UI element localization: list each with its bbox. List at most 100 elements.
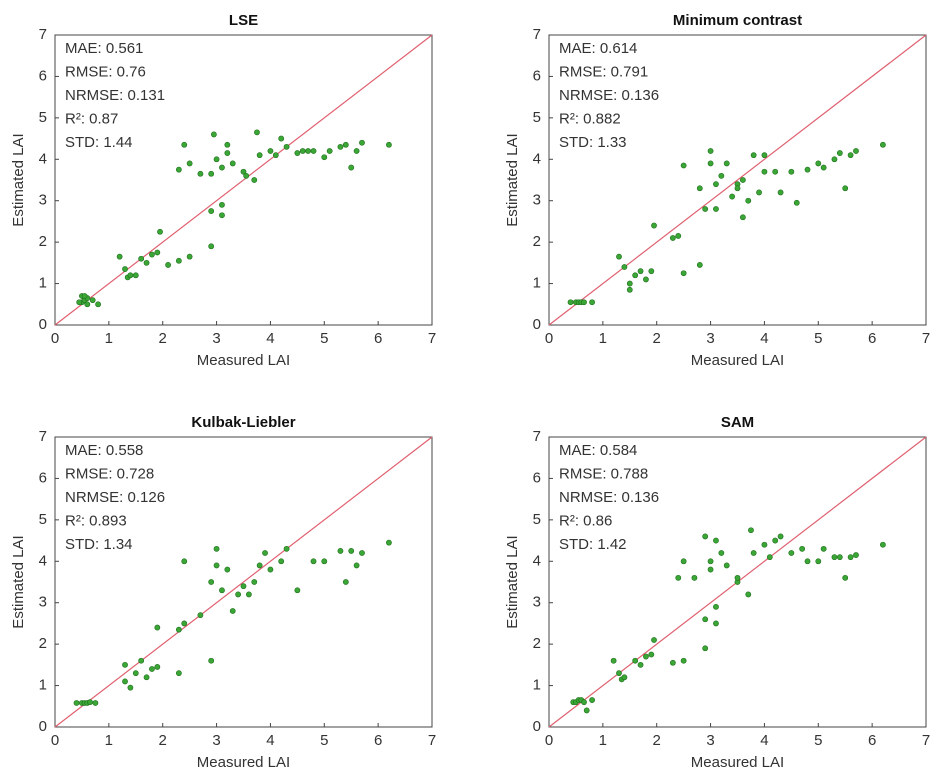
data-point xyxy=(696,185,703,192)
x-tick-label: 5 xyxy=(814,330,822,347)
data-point xyxy=(224,566,231,573)
chart-title: LSE xyxy=(229,12,258,29)
data-point xyxy=(84,301,91,308)
plot-frame xyxy=(54,436,433,728)
y-tick-label: 7 xyxy=(533,26,541,43)
data-point xyxy=(81,293,88,299)
data-point xyxy=(815,558,822,565)
data-point xyxy=(804,166,811,173)
data-point xyxy=(181,620,188,627)
data-point xyxy=(224,141,231,148)
chart-title: Minimum contrast xyxy=(673,12,802,29)
data-point xyxy=(283,143,290,150)
stat-annotation: STD: 1.42 xyxy=(559,536,627,553)
x-tick-label: 0 xyxy=(51,330,59,347)
data-point xyxy=(626,280,633,287)
data-point xyxy=(669,659,676,666)
x-tick-label: 4 xyxy=(760,330,768,347)
data-point xyxy=(181,558,188,565)
data-point xyxy=(359,550,365,556)
stat-annotation: STD: 1.34 xyxy=(65,536,133,553)
x-tick-label: 1 xyxy=(599,330,607,347)
stat-annotation: MAE: 0.584 xyxy=(559,442,637,459)
data-point xyxy=(224,150,231,156)
y-axis-label: Estimated LAI xyxy=(504,535,521,628)
data-point xyxy=(342,579,349,585)
stat-annotation: R²: 0.86 xyxy=(559,512,612,529)
data-point xyxy=(138,657,145,664)
data-point xyxy=(748,527,754,534)
x-tick-label: 7 xyxy=(922,330,930,347)
plot-frame xyxy=(54,34,433,326)
data-point xyxy=(348,548,355,554)
data-point xyxy=(772,537,779,544)
y-tick-label: 4 xyxy=(39,150,47,167)
data-point xyxy=(229,160,236,167)
data-point xyxy=(651,637,657,643)
data-point xyxy=(256,562,263,569)
data-point xyxy=(87,699,93,706)
data-point xyxy=(219,164,225,171)
stat-annotation: MAE: 0.561 xyxy=(65,40,143,57)
data-point xyxy=(745,197,752,204)
data-point xyxy=(831,554,838,561)
data-point xyxy=(734,185,741,192)
x-tick-label: 7 xyxy=(922,732,930,749)
x-tick-label: 0 xyxy=(545,330,553,347)
data-point xyxy=(750,152,757,159)
y-tick-label: 0 xyxy=(39,316,47,333)
data-point xyxy=(213,156,220,163)
x-tick-label: 2 xyxy=(159,732,167,749)
data-point xyxy=(847,152,854,159)
x-axis-label: Measured LAI xyxy=(197,754,290,771)
x-tick-label: 7 xyxy=(428,732,436,749)
data-point xyxy=(702,206,709,212)
data-point xyxy=(262,550,268,556)
y-tick-label: 5 xyxy=(39,511,47,528)
data-point xyxy=(294,587,301,594)
data-point xyxy=(267,566,274,573)
stat-annotation: RMSE: 0.788 xyxy=(559,465,648,482)
data-point xyxy=(616,670,622,677)
data-point xyxy=(353,148,360,154)
data-point xyxy=(337,143,344,150)
data-point xyxy=(251,579,258,585)
data-point xyxy=(76,299,83,306)
data-point xyxy=(750,550,757,556)
data-point xyxy=(186,253,193,260)
y-tick-label: 6 xyxy=(39,67,47,84)
data-point xyxy=(815,160,822,167)
data-point xyxy=(240,168,247,175)
data-point xyxy=(734,574,741,581)
stat-annotation: NRMSE: 0.136 xyxy=(559,87,659,104)
data-point xyxy=(739,214,746,221)
y-tick-label: 4 xyxy=(533,552,541,569)
data-point xyxy=(675,233,682,239)
one-to-one-line xyxy=(54,34,433,326)
data-point xyxy=(310,148,317,154)
data-point xyxy=(713,206,719,212)
data-point xyxy=(793,199,800,206)
data-point xyxy=(165,262,171,268)
data-point xyxy=(299,148,306,154)
one-to-one-line xyxy=(54,436,433,728)
stat-annotation: RMSE: 0.728 xyxy=(65,465,154,482)
data-point xyxy=(122,678,128,685)
data-point xyxy=(310,558,317,565)
data-point xyxy=(707,148,714,154)
data-point xyxy=(386,539,392,546)
plot-frame xyxy=(548,436,927,728)
y-tick-label: 6 xyxy=(39,469,47,486)
data-point xyxy=(853,148,859,154)
data-point xyxy=(154,624,161,631)
data-point xyxy=(680,270,687,277)
data-point xyxy=(648,651,655,658)
chart-title: Kulbak-Liebler xyxy=(191,414,295,431)
data-point xyxy=(788,168,795,175)
data-point xyxy=(680,657,687,664)
data-point xyxy=(278,135,285,142)
x-tick-label: 1 xyxy=(105,732,113,749)
x-tick-label: 3 xyxy=(212,330,220,347)
x-tick-label: 6 xyxy=(374,330,382,347)
